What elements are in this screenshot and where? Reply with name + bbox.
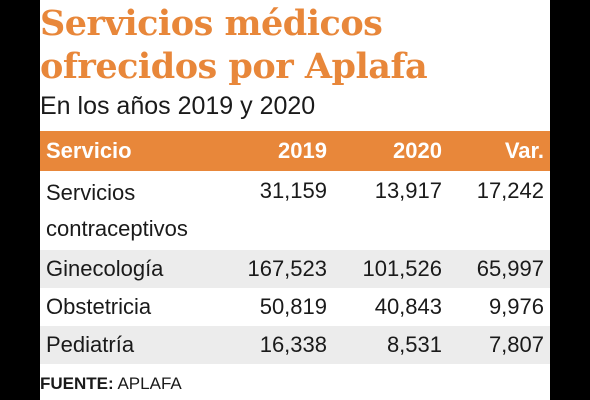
table-header-row: Servicio 2019 2020 Var. — [40, 131, 550, 171]
cell-2019: 16,338 — [218, 326, 333, 364]
cell-servicio: Servicios contraceptivos — [46, 179, 188, 241]
cell-2019: 167,523 — [218, 250, 333, 288]
cell-2019: 31,159 — [259, 178, 327, 203]
cell-2019: 50,819 — [259, 294, 327, 319]
source-note: FUENTE: APLAFA — [40, 373, 182, 395]
chart-title-line-1: Servicios médicos — [40, 3, 383, 44]
header-2020: 2020 — [333, 131, 448, 171]
data-table: Servicio 2019 2020 Var. Servicios contra… — [40, 131, 550, 364]
cell-2020: 13,917 — [374, 178, 442, 203]
cell-servicio: Ginecología — [40, 250, 218, 288]
table-row: Obstetricia 50,819 40,843 9,976 — [40, 288, 550, 326]
source-value: APLAFA — [117, 374, 182, 393]
cell-2020: 8,531 — [333, 326, 448, 364]
chart-subtitle: En los años 2019 y 2020 — [40, 92, 316, 120]
cell-var: 65,997 — [448, 250, 550, 288]
infographic-card: Servicios médicos ofrecidos por Aplafa E… — [40, 0, 550, 400]
cell-var: 17,242 — [476, 178, 544, 203]
source-label: FUENTE: — [40, 374, 114, 393]
chart-title-line-2: ofrecidos por Aplafa — [40, 46, 428, 87]
cell-2020: 40,843 — [374, 294, 442, 319]
header-servicio: Servicio — [40, 131, 218, 171]
cell-var: 7,807 — [448, 326, 550, 364]
chart-title: Servicios médicos ofrecidos por Aplafa — [40, 2, 550, 88]
table-row: Ginecología 167,523 101,526 65,997 — [40, 250, 550, 288]
table-row: Pediatría 16,338 8,531 7,807 — [40, 326, 550, 364]
cell-2020: 101,526 — [333, 250, 448, 288]
header-var: Var. — [448, 131, 550, 171]
header-2019: 2019 — [218, 131, 333, 171]
table-row: Servicios contraceptivos 31,159 13,917 1… — [40, 171, 550, 250]
cell-servicio: Obstetricia — [46, 294, 152, 319]
cell-var: 9,976 — [488, 294, 544, 319]
cell-servicio: Pediatría — [40, 326, 218, 364]
